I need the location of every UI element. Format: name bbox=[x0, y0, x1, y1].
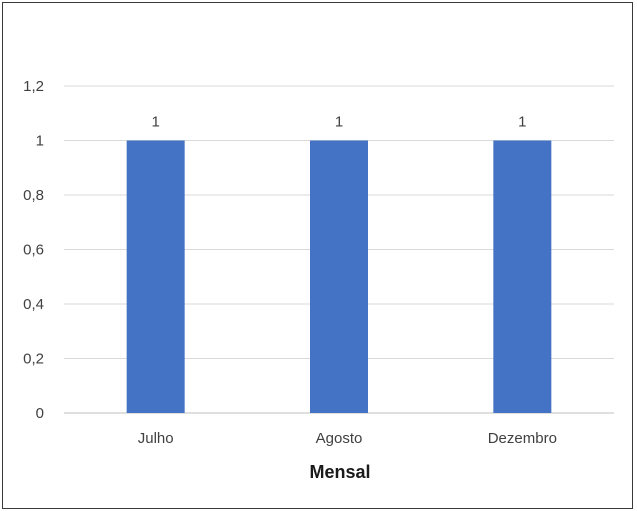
y-tick-label: 0 bbox=[36, 405, 44, 422]
y-axis-ticks: 0 0,2 0,4 0,6 0,8 1 1,2 bbox=[23, 78, 44, 422]
x-tick-label: Julho bbox=[138, 430, 174, 447]
y-tick-label: 0,6 bbox=[23, 242, 44, 259]
x-tick-label: Dezembro bbox=[488, 430, 557, 447]
data-label: 1 bbox=[518, 114, 526, 131]
bar-agosto bbox=[310, 140, 368, 413]
y-tick-label: 0,8 bbox=[23, 187, 44, 204]
y-tick-label: 1 bbox=[36, 133, 44, 150]
x-axis-title: Mensal bbox=[309, 462, 370, 482]
y-tick-label: 1,2 bbox=[23, 78, 44, 95]
bars bbox=[126, 140, 552, 413]
bar-dezembro bbox=[493, 140, 552, 413]
data-label: 1 bbox=[151, 114, 159, 131]
x-axis-ticks: Julho Agosto Dezembro bbox=[138, 430, 557, 447]
bar-julho bbox=[126, 140, 185, 413]
data-labels: 1 1 1 bbox=[151, 114, 526, 131]
data-label: 1 bbox=[335, 114, 343, 131]
y-tick-label: 0,2 bbox=[23, 351, 44, 368]
x-tick-label: Agosto bbox=[316, 430, 363, 447]
y-tick-label: 0,4 bbox=[23, 296, 44, 313]
